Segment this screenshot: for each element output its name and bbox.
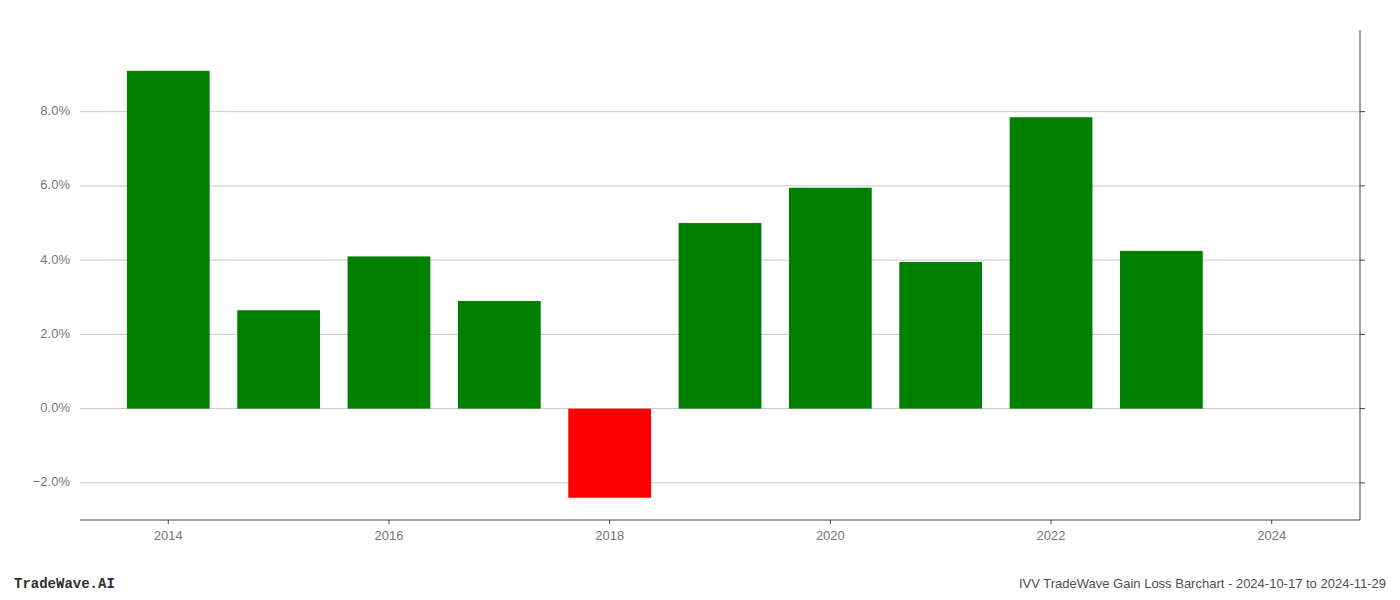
x-tick-label: 2018 bbox=[595, 528, 624, 543]
x-tick-label: 2024 bbox=[1257, 528, 1286, 543]
y-tick bbox=[1360, 334, 1365, 335]
x-axis-line bbox=[80, 520, 1360, 521]
x-tick bbox=[388, 520, 389, 524]
footer: TradeWave.AI IVV TradeWave Gain Loss Barc… bbox=[14, 576, 1386, 592]
y-tick bbox=[1360, 260, 1365, 261]
grid-line bbox=[80, 185, 1360, 186]
bar bbox=[679, 223, 762, 409]
x-tick bbox=[1051, 520, 1052, 524]
y-tick-label: 0.0% bbox=[40, 400, 70, 415]
footer-right: IVV TradeWave Gain Loss Barchart - 2024-… bbox=[1019, 576, 1386, 591]
bar bbox=[237, 310, 320, 408]
footer-left: TradeWave.AI bbox=[14, 576, 115, 592]
x-tick bbox=[609, 520, 610, 524]
x-tick bbox=[830, 520, 831, 524]
y-tick bbox=[1360, 185, 1365, 186]
bar bbox=[899, 262, 982, 409]
bar bbox=[1010, 117, 1093, 408]
grid bbox=[80, 112, 1360, 483]
bar bbox=[1120, 251, 1203, 409]
y-tick bbox=[1360, 408, 1365, 409]
bar bbox=[458, 301, 541, 409]
x-tick-label: 2014 bbox=[154, 528, 183, 543]
y-axis-line bbox=[1360, 30, 1361, 520]
x-tick bbox=[168, 520, 169, 524]
axes: −2.0% 0.0% 2.0% 4.0% 6.0% 8.0% 2014 2016 2018 202… bbox=[33, 30, 1365, 543]
x-tick-label: 2022 bbox=[1037, 528, 1066, 543]
y-tick bbox=[1360, 482, 1365, 483]
bars bbox=[127, 71, 1203, 498]
grid-line bbox=[80, 111, 1360, 112]
y-tick-label: −2.0% bbox=[33, 474, 71, 489]
grid-line bbox=[80, 482, 1360, 483]
y-tick-label: 4.0% bbox=[40, 252, 70, 267]
y-tick bbox=[1360, 111, 1365, 112]
x-tick-label: 2020 bbox=[816, 528, 845, 543]
bar bbox=[127, 71, 210, 409]
bar bbox=[789, 188, 872, 409]
chart-container: −2.0% 0.0% 2.0% 4.0% 6.0% 8.0% 2014 2016 2018 202… bbox=[0, 0, 1400, 600]
y-tick-label: 2.0% bbox=[40, 326, 70, 341]
x-tick bbox=[1271, 520, 1272, 524]
x-tick-label: 2016 bbox=[375, 528, 404, 543]
y-tick-label: 8.0% bbox=[40, 103, 70, 118]
y-tick-label: 6.0% bbox=[40, 177, 70, 192]
bar bbox=[568, 409, 651, 498]
bar bbox=[348, 256, 431, 408]
chart-svg: −2.0% 0.0% 2.0% 4.0% 6.0% 8.0% 2014 2016 2018 202… bbox=[0, 0, 1400, 600]
